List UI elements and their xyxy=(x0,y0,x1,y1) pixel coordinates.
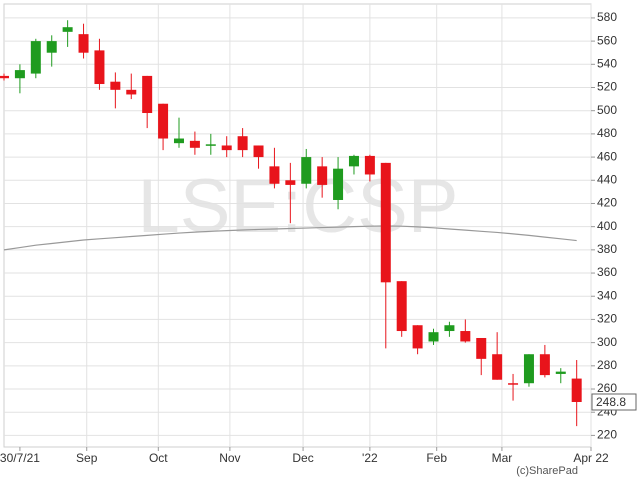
candle-body xyxy=(46,41,57,53)
candle-body xyxy=(205,144,216,146)
y-tick-label: 440 xyxy=(597,172,617,186)
last-price-label: 248.8 xyxy=(596,395,626,409)
candle-body xyxy=(110,81,121,90)
candle-body xyxy=(173,138,184,144)
candle-body xyxy=(539,354,550,376)
candle-body xyxy=(380,162,391,283)
candle-body xyxy=(476,337,487,359)
credit: (c)SharePad xyxy=(516,465,578,477)
candle-body xyxy=(348,155,359,167)
candle-body xyxy=(78,34,89,53)
x-tick-label: 30/7/21 xyxy=(0,451,40,465)
candle-body xyxy=(571,378,582,403)
x-tick-label: Nov xyxy=(219,451,240,465)
y-tick-label: 260 xyxy=(597,381,617,395)
candle-body xyxy=(317,166,328,185)
candle-body xyxy=(189,140,200,148)
candle-body xyxy=(301,157,312,184)
candle-body xyxy=(14,70,25,79)
y-tick-label: 360 xyxy=(597,265,617,279)
candle-body xyxy=(253,145,264,158)
x-tick-label: Dec xyxy=(292,451,313,465)
y-tick-label: 540 xyxy=(597,56,617,70)
x-tick-label: Feb xyxy=(426,451,447,465)
candle-body xyxy=(444,325,455,332)
candle-body xyxy=(126,89,137,95)
y-tick-label: 280 xyxy=(597,358,617,372)
candle-body xyxy=(0,75,9,79)
candle-body xyxy=(396,281,407,332)
x-tick-label: Mar xyxy=(492,451,513,465)
y-tick-label: 300 xyxy=(597,335,617,349)
candle-body xyxy=(285,180,296,185)
candle-body xyxy=(412,325,423,349)
candle-body xyxy=(221,145,232,151)
candle-body xyxy=(555,371,566,374)
y-tick-label: 580 xyxy=(597,10,617,24)
candle-body xyxy=(142,75,153,114)
y-tick-label: 220 xyxy=(597,428,617,442)
y-tick-label: 320 xyxy=(597,312,617,326)
y-tick-label: 480 xyxy=(597,126,617,140)
candle-body xyxy=(30,41,41,74)
watermark: LSE:CSP xyxy=(137,164,458,249)
y-tick-label: 560 xyxy=(597,33,617,47)
candle-body xyxy=(62,27,73,32)
x-tick-label: Oct xyxy=(149,451,168,465)
candle-body xyxy=(94,50,105,85)
y-tick-label: 520 xyxy=(597,80,617,94)
candle-body xyxy=(492,354,503,380)
y-tick-label: 340 xyxy=(597,288,617,302)
candle-body xyxy=(237,136,248,151)
y-tick-label: 460 xyxy=(597,149,617,163)
y-tick-label: 380 xyxy=(597,242,617,256)
candle-body xyxy=(269,166,280,184)
y-tick-label: 400 xyxy=(597,219,617,233)
x-tick-label: Sep xyxy=(76,451,98,465)
y-tick-label: 500 xyxy=(597,103,617,117)
x-tick-label: Apr 22 xyxy=(573,451,609,465)
candle-body xyxy=(333,168,344,200)
candle-body xyxy=(508,383,519,385)
moving-average xyxy=(3,225,577,251)
x-tick-label: '22 xyxy=(362,451,378,465)
candle-body xyxy=(523,354,534,384)
candle-body xyxy=(428,332,439,342)
candle-body xyxy=(460,331,471,342)
plot-layer xyxy=(0,4,592,447)
candle-body xyxy=(364,155,375,175)
candle-body xyxy=(158,103,169,139)
y-tick-label: 420 xyxy=(597,196,617,210)
last-price-box xyxy=(591,393,637,411)
